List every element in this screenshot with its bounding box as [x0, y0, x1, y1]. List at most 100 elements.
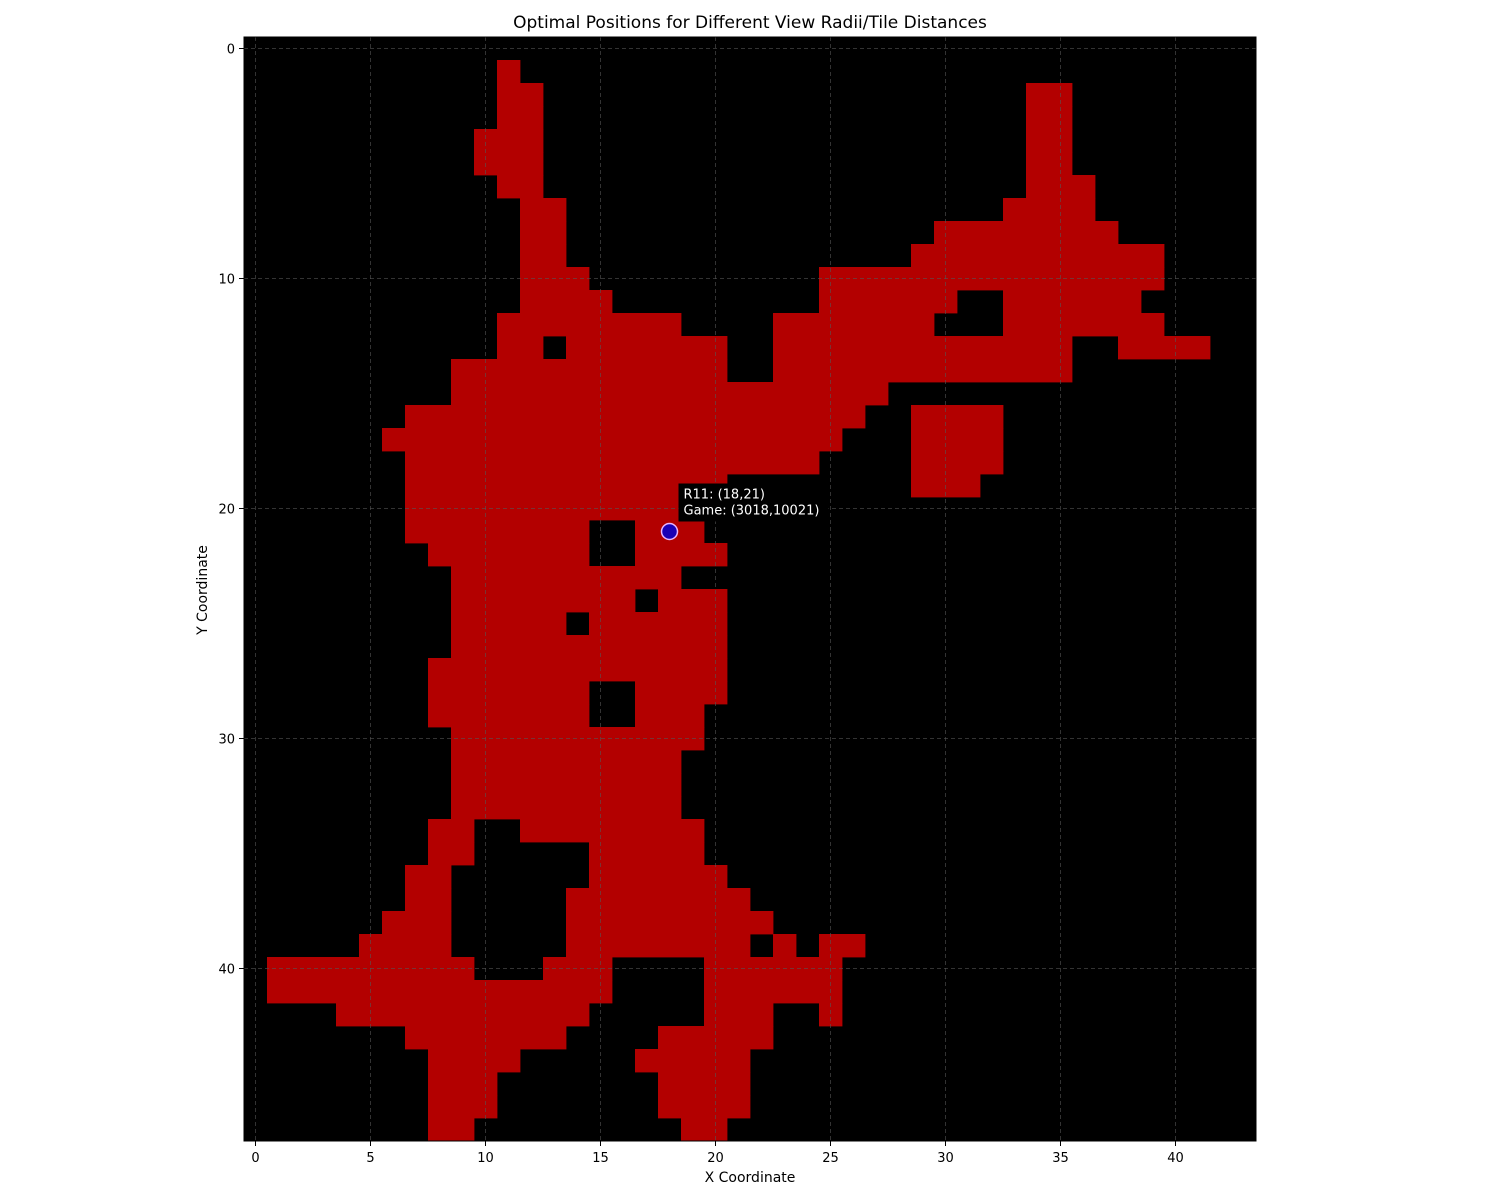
walkable-tile-run — [819, 290, 958, 314]
walkable-tile-run — [497, 106, 544, 130]
x-tick-label: 25 — [822, 1151, 839, 1166]
walkable-tile-run — [520, 221, 567, 245]
walkable-tile-run — [428, 543, 590, 567]
chart-title: Optimal Positions for Different View Rad… — [513, 13, 987, 33]
walkable-tile-run — [520, 290, 613, 314]
walkable-tile-run — [428, 842, 475, 866]
walkable-tile-run — [520, 819, 705, 843]
plot-frame — [243, 36, 1257, 1142]
walkable-tile-run — [773, 336, 1073, 360]
walkable-tile-run — [497, 83, 544, 107]
walkable-tile-run — [1026, 83, 1073, 107]
walkable-tile-run — [635, 704, 705, 728]
walkable-tile-run — [819, 1003, 843, 1027]
walkable-tile-run — [704, 980, 843, 1004]
walkable-cells — [267, 60, 1211, 1142]
walkable-tile-run — [1026, 106, 1073, 130]
annotation-line-2: Game: (3018,10021) — [684, 504, 820, 519]
walkable-tile-run — [704, 1003, 774, 1027]
walkable-tile-run — [428, 1118, 475, 1142]
walkable-tile-run — [911, 428, 1004, 452]
walkable-tile-run — [451, 773, 682, 797]
walkable-tile-run — [589, 612, 728, 636]
walkable-tile-run — [1003, 290, 1142, 314]
walkable-tile-run — [405, 888, 452, 912]
walkable-tile-run — [405, 1026, 567, 1050]
x-tick-label: 0 — [251, 1151, 259, 1166]
y-tick-label: 0 — [227, 43, 235, 58]
walkable-tile-run — [819, 934, 866, 958]
walkable-tile-run — [428, 681, 590, 705]
walkable-tile-run — [359, 934, 452, 958]
x-axis-label: X Coordinate — [705, 1170, 796, 1186]
y-tick-label: 20 — [218, 503, 235, 518]
walkable-tile-run — [635, 543, 728, 567]
walkable-tile-run — [543, 957, 613, 981]
annotation-line-1: R11: (18,21) — [684, 488, 765, 503]
walkable-tile-run — [566, 911, 774, 935]
y-tick-label: 40 — [218, 963, 235, 978]
walkable-tile-run — [474, 152, 544, 176]
walkable-tile-run — [658, 1072, 751, 1096]
walkable-tile-run — [428, 1072, 498, 1096]
walkable-tile-run — [635, 1049, 751, 1073]
walkable-tile-run — [566, 888, 751, 912]
walkable-tile-run — [497, 60, 521, 84]
walkable-tile-run — [451, 589, 636, 613]
walkable-tile-run — [658, 589, 728, 613]
walkable-tile-run — [405, 520, 590, 544]
y-tick-label: 30 — [218, 733, 235, 748]
walkable-tile-run — [267, 980, 613, 1004]
position-markers: R11: (18,21)Game: (3018,10021) — [660, 483, 829, 541]
x-tick-label: 30 — [937, 1151, 954, 1166]
walkable-tile-run — [1118, 336, 1211, 360]
walkable-tile-run — [428, 819, 475, 843]
walkable-tile-run — [382, 428, 843, 452]
y-axis-label: Y Coordinate — [195, 545, 211, 636]
walkable-tile-run — [451, 359, 728, 383]
walkable-tile-run — [497, 313, 682, 337]
walkable-tile-run — [1003, 198, 1096, 222]
walkable-tile-run — [681, 1118, 728, 1142]
walkable-tile-run — [451, 635, 728, 659]
walkable-tile-run — [1118, 313, 1165, 337]
walkable-tile-run — [405, 865, 452, 889]
walkable-tile-run — [773, 359, 1073, 383]
walkable-tile-run — [497, 175, 544, 199]
y-tick-label: 10 — [218, 273, 235, 288]
walkable-tile-run — [911, 451, 1004, 475]
walkable-tile-run — [405, 405, 866, 429]
walkable-tile-run — [336, 1003, 590, 1027]
walkable-tile-run — [658, 1095, 751, 1119]
y-axis-ticks: 0 10 20 30 40 — [218, 43, 244, 978]
walkable-tile-run — [1026, 129, 1073, 153]
walkable-tile-run — [382, 911, 452, 935]
x-axis-ticks: 0 5 10 15 20 25 30 35 40 — [251, 1141, 1184, 1166]
walkable-tile-run — [566, 934, 751, 958]
walkable-tile-run — [704, 957, 843, 981]
x-tick-label: 5 — [366, 1151, 374, 1166]
walkable-tile-run — [451, 796, 682, 820]
walkable-tile-run — [405, 451, 820, 475]
x-tick-label: 40 — [1167, 1151, 1184, 1166]
walkable-tile-run — [566, 336, 728, 360]
walkable-tile-run — [1026, 152, 1073, 176]
walkable-tile-run — [589, 865, 728, 889]
walkable-tile-run — [428, 1095, 498, 1119]
walkable-tile-run — [451, 750, 682, 774]
walkable-tile-run — [451, 382, 889, 406]
grid-lines — [244, 37, 1256, 1141]
walkable-tile-run — [819, 267, 1165, 291]
walkable-tile-run — [773, 313, 935, 337]
walkable-tile-run — [589, 842, 705, 866]
walkable-tile-run — [451, 566, 682, 590]
walkable-tile-run — [428, 658, 728, 682]
walkable-tile-run — [428, 1049, 521, 1073]
walkable-tile-run — [911, 244, 1165, 268]
walkable-tile-run — [497, 336, 544, 360]
walkable-tile-run — [911, 405, 1004, 429]
x-tick-label: 20 — [707, 1151, 724, 1166]
walkable-tile-run — [474, 129, 544, 153]
walkable-tile-run — [773, 934, 797, 958]
